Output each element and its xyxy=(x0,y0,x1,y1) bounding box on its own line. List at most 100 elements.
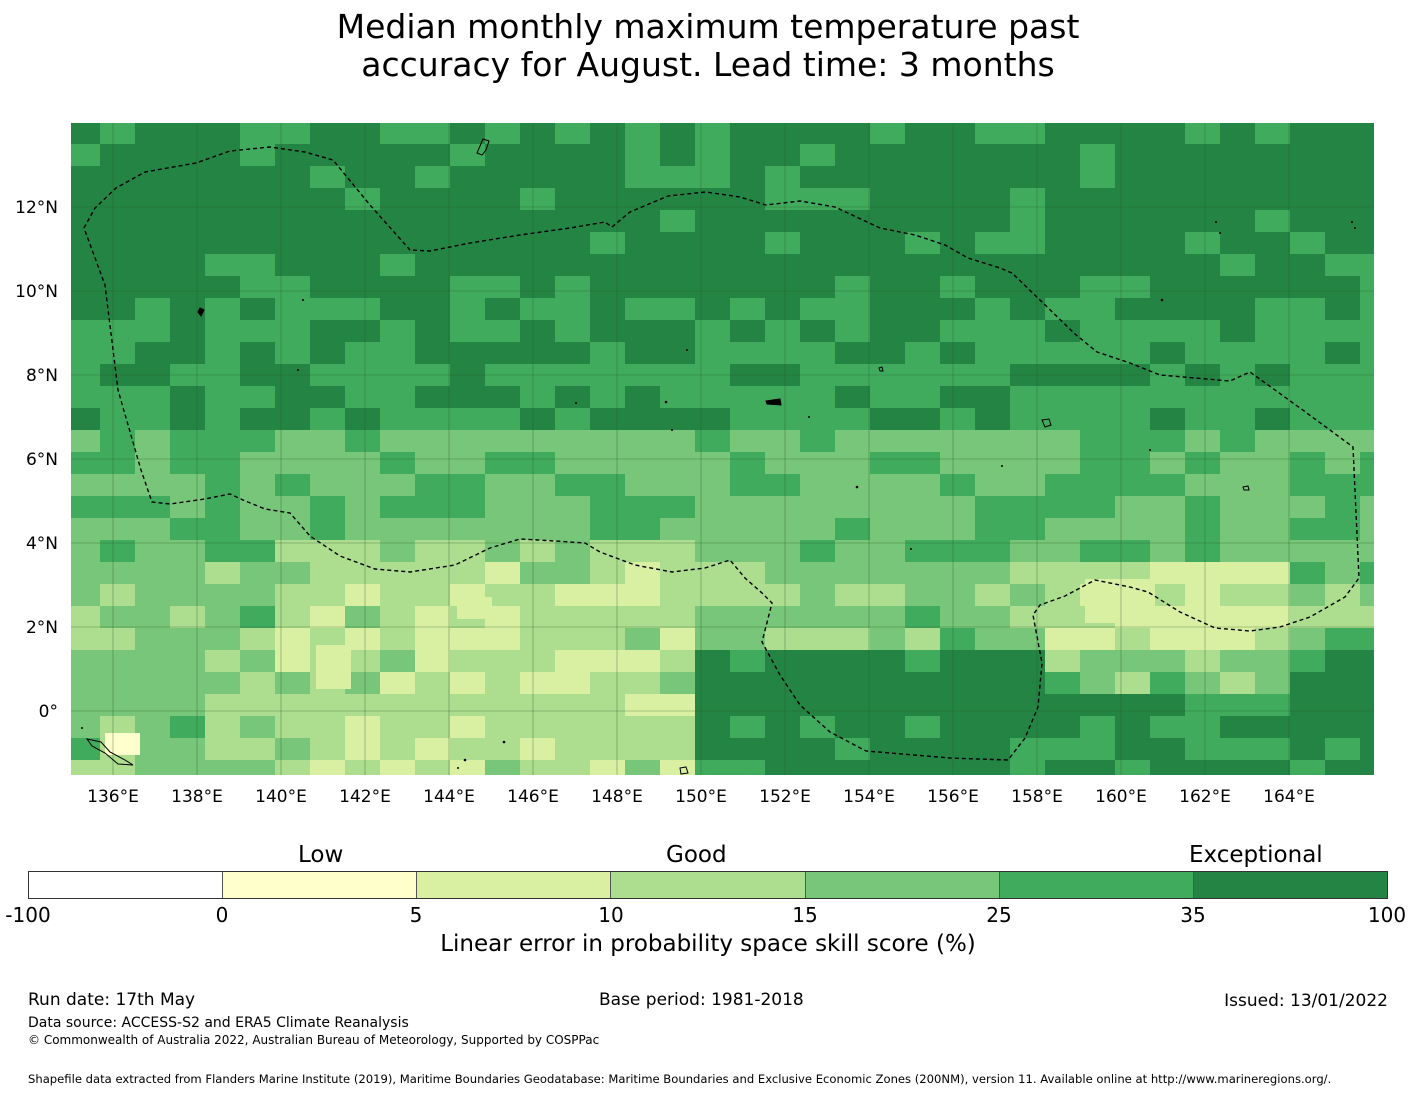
grid-cell xyxy=(1080,232,1116,255)
island-bougainville xyxy=(85,738,134,766)
grid-cell xyxy=(590,760,626,775)
grid-cell xyxy=(975,584,1011,607)
grid-cell xyxy=(835,716,871,739)
grid-cell xyxy=(205,584,241,607)
grid-cell xyxy=(1325,298,1361,321)
grid-cell xyxy=(1185,342,1221,365)
grid-cell xyxy=(1290,760,1326,775)
grid-cell xyxy=(730,562,766,585)
grid-cell xyxy=(1360,408,1374,431)
grid-cell xyxy=(1290,628,1326,651)
grid-cell xyxy=(205,123,241,145)
grid-cell xyxy=(415,386,451,409)
grid-cell xyxy=(835,386,871,409)
grid-cell xyxy=(1010,430,1046,453)
grid-cell xyxy=(590,474,626,497)
grid-cell xyxy=(1150,738,1186,761)
grid-cell xyxy=(1290,166,1326,189)
grid-cell xyxy=(1255,650,1291,673)
grid-cell xyxy=(135,672,171,695)
grid-cell xyxy=(415,650,451,673)
grid-cell xyxy=(1325,584,1361,607)
colorbar-tick: 15 xyxy=(792,903,818,927)
grid-cell xyxy=(1325,144,1361,167)
grid-cell xyxy=(870,188,906,211)
grid-cell xyxy=(1080,650,1116,673)
grid-cell xyxy=(940,276,976,299)
grid-cell xyxy=(940,123,976,145)
grid-cell xyxy=(730,716,766,739)
grid-cell xyxy=(1220,738,1256,761)
grid-cell xyxy=(1360,474,1374,497)
grid-cell xyxy=(205,408,241,431)
grid-cell xyxy=(100,188,136,211)
grid-cell xyxy=(520,518,556,541)
grid-cell xyxy=(100,628,136,651)
grid-cell xyxy=(625,628,661,651)
grid-cell xyxy=(170,144,206,167)
grid-cell xyxy=(1325,408,1361,431)
grid-cell xyxy=(135,496,171,519)
grid-cell xyxy=(205,166,241,189)
grid-cell xyxy=(1080,254,1116,277)
grid-cell xyxy=(450,188,486,211)
grid-cell xyxy=(485,188,521,211)
grid-cell xyxy=(1290,540,1326,563)
grid-cell xyxy=(1150,232,1186,255)
grid-cell xyxy=(485,716,521,739)
grid-cell xyxy=(730,452,766,475)
grid-cell xyxy=(660,298,696,321)
grid-cell xyxy=(520,430,556,453)
grid-cell xyxy=(800,166,836,189)
grid-cell xyxy=(1360,738,1374,761)
grid-cell xyxy=(1290,210,1326,233)
grid-cell xyxy=(205,276,241,299)
grid-cell xyxy=(1115,672,1151,695)
grid-cell xyxy=(380,144,416,167)
grid-cell xyxy=(1220,562,1256,585)
grid-cell xyxy=(975,144,1011,167)
grid-cell xyxy=(555,760,591,775)
grid-cell xyxy=(695,123,731,145)
grid-cell xyxy=(1290,672,1326,695)
grid-cell xyxy=(1045,672,1081,695)
grid-cell xyxy=(520,123,556,145)
grid-cell xyxy=(135,386,171,409)
grid-cell xyxy=(345,210,381,233)
grid-cell xyxy=(555,430,591,453)
grid-cell xyxy=(1220,123,1256,145)
grid-cell xyxy=(870,276,906,299)
grid-cell xyxy=(275,474,311,497)
grid-cell xyxy=(415,496,451,519)
grid-cell xyxy=(730,628,766,651)
grid-cell xyxy=(1360,672,1374,695)
grid-cell xyxy=(835,738,871,761)
grid-cell xyxy=(71,672,101,695)
grid-cell xyxy=(1045,562,1081,585)
grid-cell xyxy=(450,540,486,563)
grid-cell xyxy=(485,606,521,629)
grid-cell xyxy=(1220,540,1256,563)
grid-cell xyxy=(1045,232,1081,255)
grid-cell xyxy=(730,672,766,695)
grid-cell xyxy=(71,144,101,167)
grid-cell xyxy=(415,452,451,475)
grid-cell xyxy=(415,144,451,167)
grid-cell xyxy=(590,144,626,167)
grid-cell xyxy=(450,386,486,409)
grid-cell xyxy=(660,584,696,607)
grid-cell xyxy=(345,430,381,453)
grid-cell xyxy=(71,518,101,541)
grid-cell xyxy=(730,584,766,607)
grid-cell xyxy=(380,474,416,497)
grid-cell xyxy=(1080,496,1116,519)
grid-cell xyxy=(940,474,976,497)
grid-cell xyxy=(695,606,731,629)
grid-cell xyxy=(345,694,381,717)
grid-cell xyxy=(625,562,661,585)
grid-cell xyxy=(485,298,521,321)
grid-cell xyxy=(345,408,381,431)
grid-cell xyxy=(1220,166,1256,189)
grid-cell xyxy=(975,452,1011,475)
grid-cell xyxy=(1080,298,1116,321)
